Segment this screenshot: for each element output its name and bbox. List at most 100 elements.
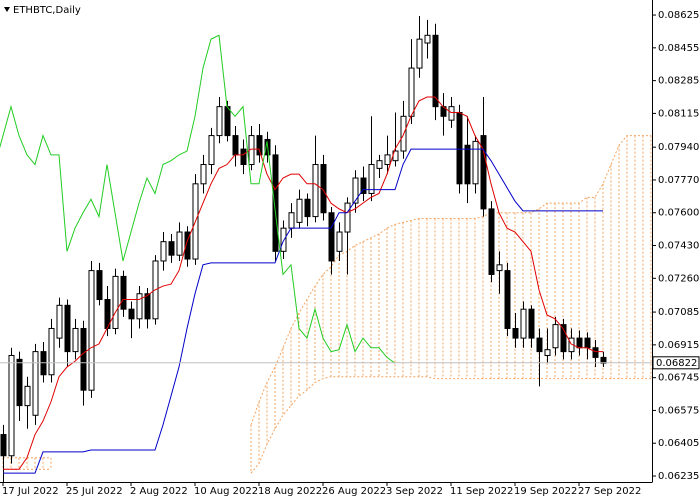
candle-body [8, 354, 15, 457]
candle-body [520, 308, 527, 339]
candle-body [72, 327, 79, 353]
candle-body [336, 231, 343, 252]
candle-body [48, 327, 55, 376]
x-tick-label: 25 Jul 2022 [66, 486, 123, 497]
candle-body [280, 227, 287, 252]
x-tick-label: 3 Sep 2022 [386, 486, 443, 497]
symbol-menu-arrow[interactable] [4, 7, 10, 12]
candle-body [344, 202, 351, 233]
y-tick-label: 0.07260 [658, 273, 699, 284]
candle-body [120, 275, 127, 310]
candle-body [528, 308, 535, 339]
candle-body [456, 111, 463, 185]
y-tick-label: 0.06745 [658, 373, 699, 384]
y-tick-label: 0.07600 [658, 208, 699, 219]
x-tick-label: 27 Sep 2022 [578, 486, 641, 497]
candle-body [216, 106, 223, 137]
candle-body [160, 241, 167, 262]
candle-body [200, 164, 207, 185]
candle-body [0, 434, 7, 457]
candle-body [592, 347, 599, 358]
candle-body [288, 212, 295, 229]
candle-body [368, 164, 375, 194]
candle-body [360, 177, 367, 194]
candle-body [384, 154, 391, 166]
candle-body [504, 270, 511, 329]
candle-body [128, 308, 135, 320]
candle-body [272, 154, 279, 252]
y-tick-label: 0.08455 [658, 43, 699, 54]
candle-body [552, 324, 559, 349]
candle-body [416, 38, 423, 69]
y-tick-label: 0.06405 [658, 438, 699, 449]
x-tick-label: 10 Aug 2022 [194, 486, 258, 497]
candle-body [88, 270, 95, 391]
candle-body [168, 241, 175, 256]
x-tick-label: 18 Aug 2022 [258, 486, 322, 497]
tenkan-line [3, 96, 603, 470]
candle-body [584, 337, 591, 349]
span-b-line [250, 376, 651, 474]
candle-body [112, 275, 119, 329]
candle-body [464, 144, 471, 185]
y-tick-label: 0.07085 [658, 307, 699, 318]
candle-body [136, 293, 143, 320]
candle-body [16, 358, 23, 407]
candle-body [32, 351, 39, 416]
candle-body [312, 164, 319, 218]
y-tick-label: 0.07940 [658, 142, 699, 153]
candle-body [512, 327, 519, 339]
candle-body [304, 198, 311, 218]
plot-area [0, 16, 652, 482]
candle-body [448, 106, 455, 121]
candle-body [472, 140, 479, 185]
candle-body [24, 385, 31, 407]
x-tick-label: 11 Sep 2022 [450, 486, 513, 497]
x-tick-label: 26 Aug 2022 [322, 486, 386, 497]
candle-body [296, 198, 303, 223]
candle-body [232, 135, 239, 156]
candle-body [536, 337, 543, 353]
kijun-line [3, 148, 603, 474]
candle-body [376, 160, 383, 169]
y-tick-label: 0.06575 [658, 405, 699, 416]
candle-body [184, 231, 191, 260]
last-price-label: 0.06822 [656, 358, 697, 369]
x-tick-label: 2 Aug 2022 [130, 486, 188, 497]
x-tick-label: 17 Jul 2022 [2, 486, 59, 497]
candle-body [64, 304, 71, 353]
candle-body [56, 304, 63, 339]
chikou-line [0, 34, 396, 364]
y-tick-label: 0.07430 [658, 241, 699, 252]
candle-body [96, 270, 103, 301]
span-a-line [250, 135, 651, 426]
candle-body [432, 34, 439, 108]
candle-body [424, 34, 431, 44]
last-price-box [652, 356, 700, 370]
candle-body [496, 264, 503, 272]
y-tick-label: 0.07770 [658, 175, 699, 186]
y-tick-label: 0.08285 [658, 76, 699, 87]
y-tick-label: 0.08115 [658, 108, 699, 119]
candle-body [560, 324, 567, 353]
candle-body [144, 293, 151, 320]
candle-body [352, 177, 359, 204]
y-tick-label: 0.06915 [658, 340, 699, 351]
candle-body [80, 327, 87, 391]
candle-body [256, 135, 263, 156]
candle-body [240, 148, 247, 166]
y-tick-label: 0.06235 [658, 471, 699, 482]
x-tick-label: 19 Sep 2022 [514, 486, 577, 497]
candle-body [488, 208, 495, 275]
candle-body [408, 67, 415, 117]
candle-body [328, 212, 335, 262]
candle-body [544, 349, 551, 356]
chart-title: ETHBTC,Daily [13, 5, 81, 16]
candle-body [176, 231, 183, 256]
candle-body [480, 135, 487, 210]
candle-body [576, 337, 583, 349]
y-tick-label: 0.08625 [658, 10, 699, 21]
candle-body [208, 135, 215, 166]
